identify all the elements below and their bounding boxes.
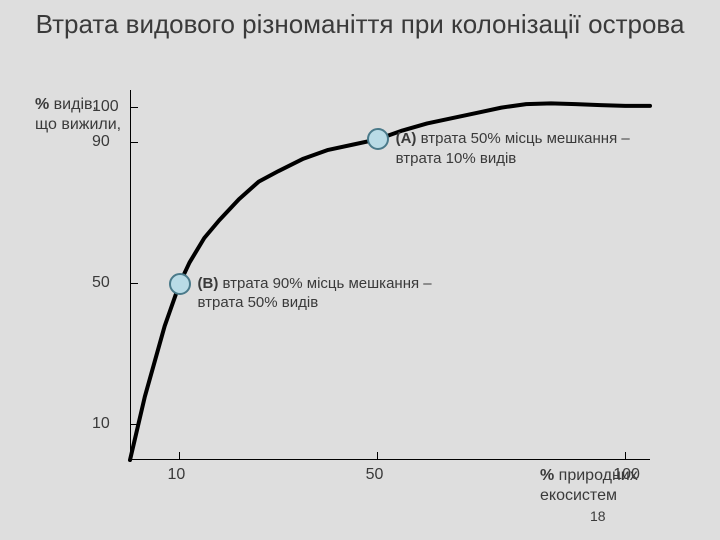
annotation-line2: втрата 10% видів (396, 150, 517, 167)
y-axis-label-line2: що вижили, (35, 116, 121, 133)
annotation-prefix: (B) (198, 275, 219, 292)
marker-b (169, 273, 191, 295)
y-tick (130, 424, 138, 425)
x-axis-label: % природних екосистем (540, 466, 638, 506)
annotation-prefix: (A) (396, 130, 417, 147)
annotation-line1: втрата 90% місць мешкання – (218, 275, 431, 292)
y-axis-label-line1-rest: видів, (49, 96, 97, 113)
annotation-line1: втрата 50% місць мешкання – (416, 130, 629, 147)
y-tick (130, 142, 138, 143)
y-axis-label-bold: % (35, 96, 49, 113)
y-tick-label: 90 (92, 133, 110, 151)
x-tick-label: 50 (366, 466, 384, 484)
x-tick (377, 452, 378, 460)
y-axis-label: % видів, що вижили, (35, 95, 121, 135)
x-axis-label-line1-rest: природних (554, 467, 638, 484)
chart-title: Втрата видового різноманіття при колоніз… (0, 8, 720, 41)
x-tick (625, 452, 626, 460)
x-axis-label-bold: % (540, 467, 554, 484)
y-tick (130, 107, 138, 108)
marker-a (367, 128, 389, 150)
y-axis (130, 90, 131, 460)
chart-plot-area: 1050100105090100(A) втрата 50% місць меш… (130, 90, 650, 460)
x-axis-label-line2: екосистем (540, 487, 617, 504)
x-tick (179, 452, 180, 460)
annotation-line2: втрата 50% видів (198, 294, 319, 311)
x-tick-label: 10 (168, 466, 186, 484)
page-number: 18 (590, 508, 606, 524)
y-tick-label: 50 (92, 274, 110, 292)
y-tick (130, 283, 138, 284)
annotation-b: (B) втрата 90% місць мешкання – втрата 50… (198, 274, 432, 313)
annotation-a: (A) втрата 50% місць мешкання – втрата 10… (396, 129, 630, 168)
y-tick-label: 10 (92, 415, 110, 433)
x-axis (130, 459, 650, 460)
